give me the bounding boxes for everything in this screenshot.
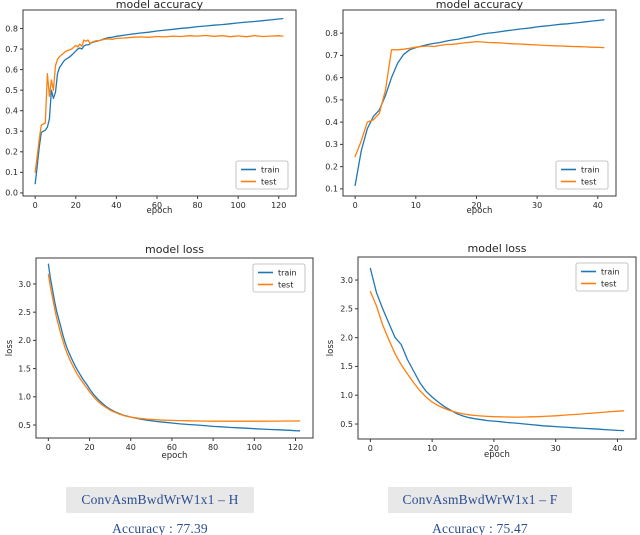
svg-text:2.0: 2.0 xyxy=(18,336,31,345)
svg-text:0.3: 0.3 xyxy=(5,127,18,136)
chart-svg-loss-f: 0 10 20 30 40 0.5 1.0 1.5 2.0 2.5 3.0 model loss epo… xyxy=(326,242,637,460)
svg-text:1.0: 1.0 xyxy=(18,393,31,402)
svg-text:0.1: 0.1 xyxy=(5,168,18,177)
svg-text:0.4: 0.4 xyxy=(325,118,338,127)
svg-text:80: 80 xyxy=(192,201,202,210)
svg-text:60: 60 xyxy=(167,443,177,452)
svg-text:test: test xyxy=(581,177,596,186)
svg-text:30: 30 xyxy=(551,444,561,453)
model-name-tag-h: ConvAsmBwdWrW1x1 – H xyxy=(66,487,254,513)
svg-text:0.2: 0.2 xyxy=(325,162,338,171)
caption-column-h: ConvAsmBwdWrW1x1 – H Accuracy : 77.39 xyxy=(0,487,320,535)
svg-text:test: test xyxy=(278,280,293,289)
svg-text:0.2: 0.2 xyxy=(5,148,18,157)
svg-text:0.5: 0.5 xyxy=(340,420,353,429)
chart-svg-loss-h: 0 20 40 60 80 100 120 0.5 1.0 1.5 2.0 2.5 3.0 model l… xyxy=(5,243,314,461)
svg-text:model loss: model loss xyxy=(468,242,527,255)
svg-text:40: 40 xyxy=(126,443,136,452)
svg-text:loss: loss xyxy=(5,339,15,356)
svg-text:0.1: 0.1 xyxy=(325,185,338,194)
svg-text:epoch: epoch xyxy=(484,450,510,460)
svg-text:train: train xyxy=(601,267,620,276)
accuracy-value-h: Accuracy : 77.39 xyxy=(112,521,208,535)
svg-text:3.0: 3.0 xyxy=(18,280,31,289)
loss-chart-h: 0 20 40 60 80 100 120 0.5 1.0 1.5 2.0 2.5 3.0 model l… xyxy=(0,237,320,478)
svg-text:model accuracy: model accuracy xyxy=(116,0,204,11)
svg-text:40: 40 xyxy=(111,201,121,210)
svg-text:20: 20 xyxy=(489,444,499,453)
svg-text:10: 10 xyxy=(411,201,421,210)
svg-text:2.5: 2.5 xyxy=(340,305,353,314)
svg-text:model accuracy: model accuracy xyxy=(436,0,524,11)
svg-text:0: 0 xyxy=(46,443,51,452)
loss-chart-f: 0 10 20 30 40 0.5 1.0 1.5 2.0 2.5 3.0 model loss epo… xyxy=(320,237,640,478)
svg-text:0.5: 0.5 xyxy=(325,96,338,105)
accuracy-value-f: Accuracy : 75.47 xyxy=(432,521,528,535)
svg-text:2.5: 2.5 xyxy=(18,308,31,317)
caption-row: ConvAsmBwdWrW1x1 – H Accuracy : 77.39 Co… xyxy=(0,487,640,535)
svg-text:80: 80 xyxy=(208,443,218,452)
svg-text:0.6: 0.6 xyxy=(325,73,338,82)
svg-text:model loss: model loss xyxy=(145,243,204,256)
svg-text:20: 20 xyxy=(84,443,94,452)
svg-text:test: test xyxy=(261,177,276,186)
svg-text:120: 120 xyxy=(271,201,286,210)
chart-svg-acc-f: 0 10 20 30 40 0.1 0.2 0.3 0.4 0.5 0.6 0.7 0.8 model a… xyxy=(325,0,617,216)
svg-text:train: train xyxy=(261,165,280,174)
svg-text:60: 60 xyxy=(152,201,162,210)
svg-text:0: 0 xyxy=(353,201,358,210)
svg-text:epoch: epoch xyxy=(467,206,493,216)
svg-text:0.8: 0.8 xyxy=(5,24,18,33)
svg-text:epoch: epoch xyxy=(147,206,173,216)
svg-text:20: 20 xyxy=(471,201,481,210)
svg-text:0.3: 0.3 xyxy=(325,140,338,149)
svg-text:train: train xyxy=(278,268,297,277)
svg-text:20: 20 xyxy=(71,201,81,210)
svg-text:loss: loss xyxy=(326,339,336,356)
svg-text:120: 120 xyxy=(288,443,303,452)
svg-text:test: test xyxy=(601,279,616,288)
accuracy-chart-f: 0 10 20 30 40 0.1 0.2 0.3 0.4 0.5 0.6 0.7 0.8 model a… xyxy=(320,0,640,237)
svg-text:40: 40 xyxy=(612,444,622,453)
svg-text:0: 0 xyxy=(368,444,373,453)
svg-text:2.0: 2.0 xyxy=(340,333,353,342)
svg-text:0.5: 0.5 xyxy=(18,421,31,430)
model-name-tag-f: ConvAsmBwdWrW1x1 – F xyxy=(387,487,573,513)
svg-text:30: 30 xyxy=(532,201,542,210)
svg-text:epoch: epoch xyxy=(162,451,188,461)
svg-text:0.5: 0.5 xyxy=(5,86,18,95)
svg-text:0.4: 0.4 xyxy=(5,107,18,116)
svg-text:0.7: 0.7 xyxy=(325,51,338,60)
svg-text:40: 40 xyxy=(593,201,603,210)
svg-text:3.0: 3.0 xyxy=(340,276,353,285)
loss-charts-row: 0 20 40 60 80 100 120 0.5 1.0 1.5 2.0 2.5 3.0 model l… xyxy=(0,237,640,478)
svg-text:1.0: 1.0 xyxy=(340,391,353,400)
svg-text:100: 100 xyxy=(231,201,246,210)
svg-text:1.5: 1.5 xyxy=(340,362,353,371)
svg-text:train: train xyxy=(581,165,600,174)
svg-text:0: 0 xyxy=(33,201,38,210)
chart-svg-acc-h: 0 20 40 60 80 100 120 0.0 0.1 0.2 0.3 0.4 0.5 0.6 0.7 0… xyxy=(5,0,297,216)
svg-text:0.6: 0.6 xyxy=(5,65,18,74)
svg-text:100: 100 xyxy=(247,443,262,452)
svg-text:0.7: 0.7 xyxy=(5,45,18,54)
svg-text:10: 10 xyxy=(427,444,437,453)
caption-column-f: ConvAsmBwdWrW1x1 – F Accuracy : 75.47 xyxy=(320,487,640,535)
accuracy-chart-h: 0 20 40 60 80 100 120 0.0 0.1 0.2 0.3 0.4 0.5 0.6 0.7 0… xyxy=(0,0,320,237)
svg-text:0.0: 0.0 xyxy=(5,189,18,198)
accuracy-charts-row: 0 20 40 60 80 100 120 0.0 0.1 0.2 0.3 0.4 0.5 0.6 0.7 0… xyxy=(0,0,640,237)
svg-text:0.8: 0.8 xyxy=(325,29,338,38)
svg-text:1.5: 1.5 xyxy=(18,364,31,373)
